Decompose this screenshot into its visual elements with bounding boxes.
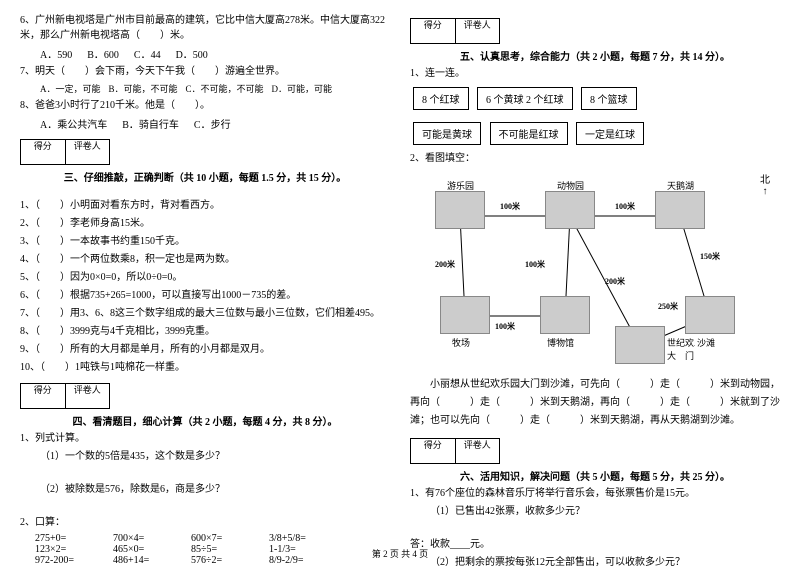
q7-text: 7、明天（ ）会下雨，今天下午我（ ）游遍全世界。 (20, 64, 390, 79)
q7-opta: A．一定，可能 (40, 82, 101, 95)
node-ranch (440, 296, 490, 334)
dist-5: 100米 (495, 321, 515, 332)
map-question: 小丽想从世纪欢乐园大门到沙滩，可先向（ ）走（ ）米到动物园，再向（ ）走（ ）… (410, 376, 780, 430)
lbl-beach: 沙滩 (695, 336, 717, 349)
p1b: （2）被除数是576，除数是6，商是多少？ (20, 482, 390, 497)
q6-optc: C．44 (134, 46, 161, 61)
q8-optb: B．骑自行车 (122, 116, 179, 131)
calc-cell: 700×4= (113, 533, 173, 544)
map-diagram: 北↑ 游乐园 动物园 天鹅湖 牧场 博物馆 世纪欢乐园 大 门 沙滩 100米 … (410, 171, 770, 371)
q7-optc: C．不可能，不可能 (186, 82, 264, 95)
j3: 3、（ ）一本故事书约重150千克。 (20, 234, 390, 249)
node-amusement (435, 191, 485, 229)
dist-4: 100米 (525, 259, 545, 270)
score-box-5: 得分 评卷人 (410, 18, 500, 44)
q6-optd: D．500 (176, 46, 208, 61)
section-4-title: 四、看清题目，细心计算（共 2 小题，每题 4 分，共 8 分）。 (20, 413, 390, 428)
j2: 2、（ ）李老师身高15米。 (20, 216, 390, 231)
calc-cell: 8/9-2/9= (269, 555, 329, 566)
node-beach (685, 296, 735, 334)
q8-text: 8、爸爸3小时行了210千米。他是（ ）。 (20, 98, 390, 113)
score-box-4: 得分 评卷人 (20, 383, 110, 409)
q6-opta: A．590 (40, 46, 72, 61)
node-museum (540, 296, 590, 334)
calc-cell: 972-200= (35, 555, 95, 566)
grader-label: 评卷人 (456, 19, 500, 43)
w1ans: 答：收款____元。 (410, 537, 780, 552)
score-label: 得分 (411, 19, 456, 43)
grader-label: 评卷人 (456, 439, 500, 463)
q8-optc: C．步行 (194, 116, 231, 131)
p2: 2、口算： (20, 515, 390, 530)
lbl-gate2: 大 门 (665, 349, 696, 362)
j10: 10、（ ）1吨铁与1吨棉花一样重。 (20, 360, 390, 375)
q7-optd: D．可能，可能 (272, 82, 333, 95)
calc-cell: 3/8+5/8= (269, 533, 329, 544)
section-3-title: 三、仔细推敲，正确判断（共 10 小题，每题 1.5 分，共 15 分）。 (20, 169, 390, 184)
node-tiane (655, 191, 705, 229)
box-1: 8 个红球 (413, 87, 469, 110)
p1: 1、列式计算。 (20, 431, 390, 446)
calc-cell: 486+14= (113, 555, 173, 566)
w1a: 1、有76个座位的森林音乐厅将举行音乐会，每张票售价是15元。 (410, 486, 780, 501)
t2: 2、看图填空： (410, 151, 780, 166)
q6-text: 6、广州新电视塔是广州市目前最高的建筑，它比中信大厦高278米。中信大厦高322… (20, 13, 390, 43)
section-6-title: 六、活用知识，解决问题（共 5 小题，每题 5 分，共 25 分）。 (410, 468, 780, 483)
dist-2: 100米 (615, 201, 635, 212)
score-box-6: 得分 评卷人 (410, 438, 500, 464)
node-zoo (545, 191, 595, 229)
j9: 9、（ ）所有的大月都是单月，所有的小月都是双月。 (20, 342, 390, 357)
q6-optb: B．600 (87, 46, 119, 61)
q8-opta: A．乘公共汽车 (40, 116, 107, 131)
score-label: 得分 (411, 439, 456, 463)
page-footer: 第 2 页 共 4 页 (372, 547, 428, 560)
section-5-title: 五、认真思考，综合能力（共 2 小题，每题 7 分，共 14 分）。 (410, 48, 780, 63)
calc-cell: 1-1/3= (269, 544, 329, 555)
q7-optb: B．可能，不可能 (109, 82, 178, 95)
node-gate (615, 326, 665, 364)
grader-label: 评卷人 (66, 384, 110, 408)
dist-6: 200米 (605, 276, 625, 287)
score-label: 得分 (21, 384, 66, 408)
box-3: 8 个篮球 (581, 87, 637, 110)
p1a: （1）一个数的5倍是435，这个数是多少？ (20, 449, 390, 464)
calc-cell: 576÷2= (191, 555, 251, 566)
j4: 4、（ ）一个两位数乘8，积一定也是两为数。 (20, 252, 390, 267)
lbl-ranch: 牧场 (450, 336, 472, 349)
j7: 7、（ ）用3、6、8这三个数字组成的最大三位数与最小三位数，它们相差495。 (20, 306, 390, 321)
box-5: 不可能是红球 (490, 122, 568, 145)
j1: 1、（ ）小明面对看东方时，背对看西方。 (20, 198, 390, 213)
calc-cell: 123×2= (35, 544, 95, 555)
calc-cell: 465×0= (113, 544, 173, 555)
score-box-3: 得分 评卷人 (20, 139, 110, 165)
w1b: （1）已售出42张票，收款多少元？ (410, 504, 780, 519)
calc-cell: 275+0= (35, 533, 95, 544)
dist-1: 100米 (500, 201, 520, 212)
box-2: 6 个黄球 2 个红球 (477, 87, 573, 110)
score-label: 得分 (21, 140, 66, 164)
grader-label: 评卷人 (66, 140, 110, 164)
dist-7: 150米 (700, 251, 720, 262)
lbl-museum: 博物馆 (545, 336, 576, 349)
dist-8: 250米 (658, 301, 678, 312)
dist-3: 200米 (435, 259, 455, 270)
j6: 6、（ ）根据735+265=1000，可以直接写出1000－735的差。 (20, 288, 390, 303)
j8: 8、（ ）3999克与4千克相比，3999克重。 (20, 324, 390, 339)
calc-cell: 600×7= (191, 533, 251, 544)
box-4: 可能是黄球 (413, 122, 481, 145)
box-6: 一定是红球 (576, 122, 644, 145)
calc-cell: 85÷5= (191, 544, 251, 555)
t1: 1、连一连。 (410, 66, 780, 81)
w2: （2）把剩余的票按每张12元全部售出，可以收款多少元？ (410, 555, 780, 570)
j5: 5、（ ）因为0×0=0，所以0÷0=0。 (20, 270, 390, 285)
